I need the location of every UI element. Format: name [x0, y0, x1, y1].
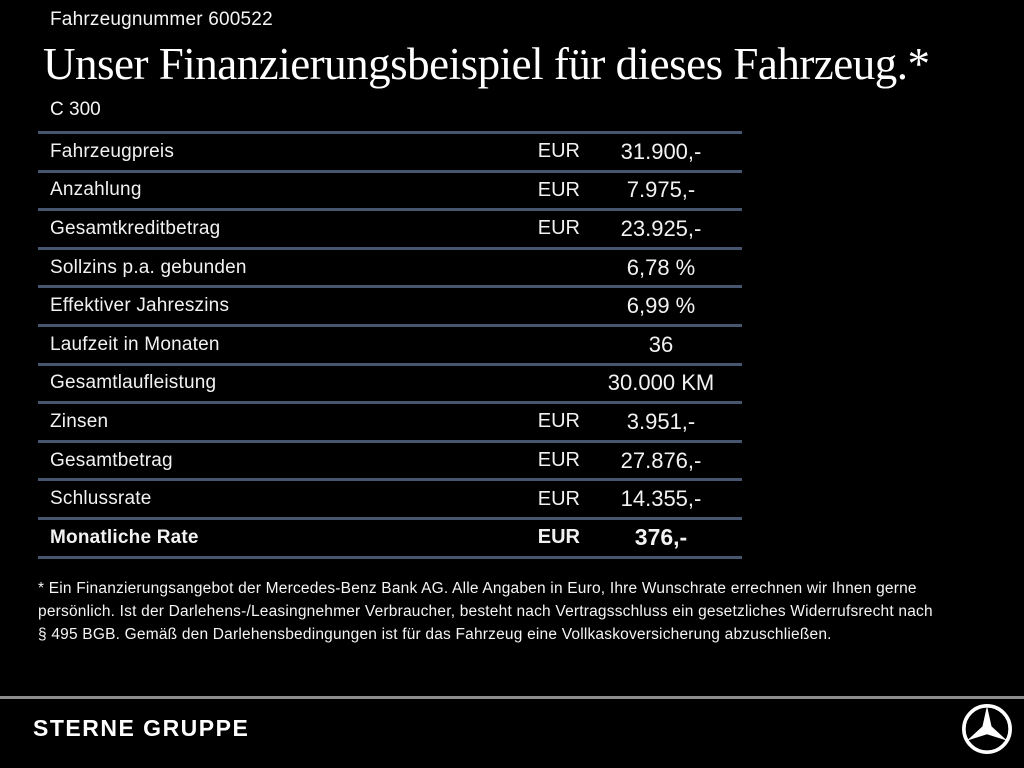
footer-divider — [0, 696, 1024, 699]
page-title: Unser Finanzierungsbeispiel für dieses F… — [43, 39, 930, 89]
footnote-line: * Ein Finanzierungsangebot der Mercedes-… — [38, 580, 917, 597]
row-currency: EUR — [537, 217, 580, 240]
row-value: 27.876,- — [620, 447, 702, 473]
row-label: Effektiver Jahreszins — [50, 295, 230, 317]
row-value: 23.925,- — [620, 215, 702, 241]
footnote-line: persönlich. Ist der Darlehens-/Leasingne… — [38, 603, 933, 620]
table-row: Schlussrate EUR 14.355,- — [38, 478, 742, 517]
row-label: Sollzins p.a. gebunden — [50, 256, 247, 278]
row-value: 6,78 % — [626, 254, 696, 280]
mercedes-benz-star-icon — [962, 704, 1012, 754]
table-row: Zinsen EUR 3.951,- — [38, 401, 742, 440]
row-label: Laufzeit in Monaten — [50, 333, 220, 355]
row-label: Monatliche Rate — [50, 526, 199, 548]
row-value: 376,- — [634, 524, 688, 551]
row-label: Gesamtbetrag — [50, 449, 173, 471]
footnote-line: § 495 BGB. Gemäß den Darlehensbedingunge… — [38, 626, 832, 643]
row-label: Gesamtkreditbetrag — [50, 217, 221, 239]
table-row: Fahrzeugpreis EUR 31.900,- — [38, 131, 742, 170]
table-row: Monatliche Rate EUR 376,- — [38, 516, 742, 556]
row-label: Schlussrate — [50, 488, 152, 510]
table-row: Sollzins p.a. gebunden 6,78 % — [38, 246, 742, 286]
row-value: 36 — [648, 331, 674, 357]
vehicle-number: Fahrzeugnummer 600522 — [50, 9, 273, 30]
row-currency: EUR — [537, 526, 580, 549]
row-value: 30.000 KM — [607, 370, 715, 396]
row-currency: EUR — [537, 140, 580, 163]
row-value: 7.975,- — [626, 177, 696, 203]
row-label: Gesamtlaufleistung — [50, 372, 217, 394]
row-value: 14.355,- — [620, 486, 702, 512]
row-currency: EUR — [537, 487, 580, 510]
row-value: 3.951,- — [626, 408, 696, 434]
vehicle-model: C 300 — [50, 99, 101, 120]
row-currency: EUR — [537, 178, 580, 201]
table-row: Gesamtkreditbetrag EUR 23.925,- — [38, 208, 742, 247]
table-row: Gesamtlaufleistung 30.000 KM — [38, 362, 742, 402]
footnote: * Ein Finanzierungsangebot der Mercedes-… — [38, 577, 983, 646]
dealer-name: STERNE GRUPPE — [33, 715, 250, 741]
row-currency: EUR — [537, 410, 580, 433]
row-value: 31.900,- — [620, 138, 702, 164]
table-row: Anzahlung EUR 7.975,- — [38, 169, 742, 209]
row-label: Fahrzeugpreis — [50, 140, 175, 162]
table-row: Gesamtbetrag EUR 27.876,- — [38, 439, 742, 479]
row-label: Zinsen — [50, 410, 109, 432]
table-row: Laufzeit in Monaten 36 — [38, 323, 742, 363]
financing-table: Fahrzeugpreis EUR 31.900,- Anzahlung EUR 7.97… — [38, 131, 742, 559]
row-currency: EUR — [537, 449, 580, 472]
table-row: Effektiver Jahreszins 6,99 % — [38, 285, 742, 324]
row-value: 6,99 % — [626, 293, 696, 319]
row-label: Anzahlung — [50, 179, 142, 201]
